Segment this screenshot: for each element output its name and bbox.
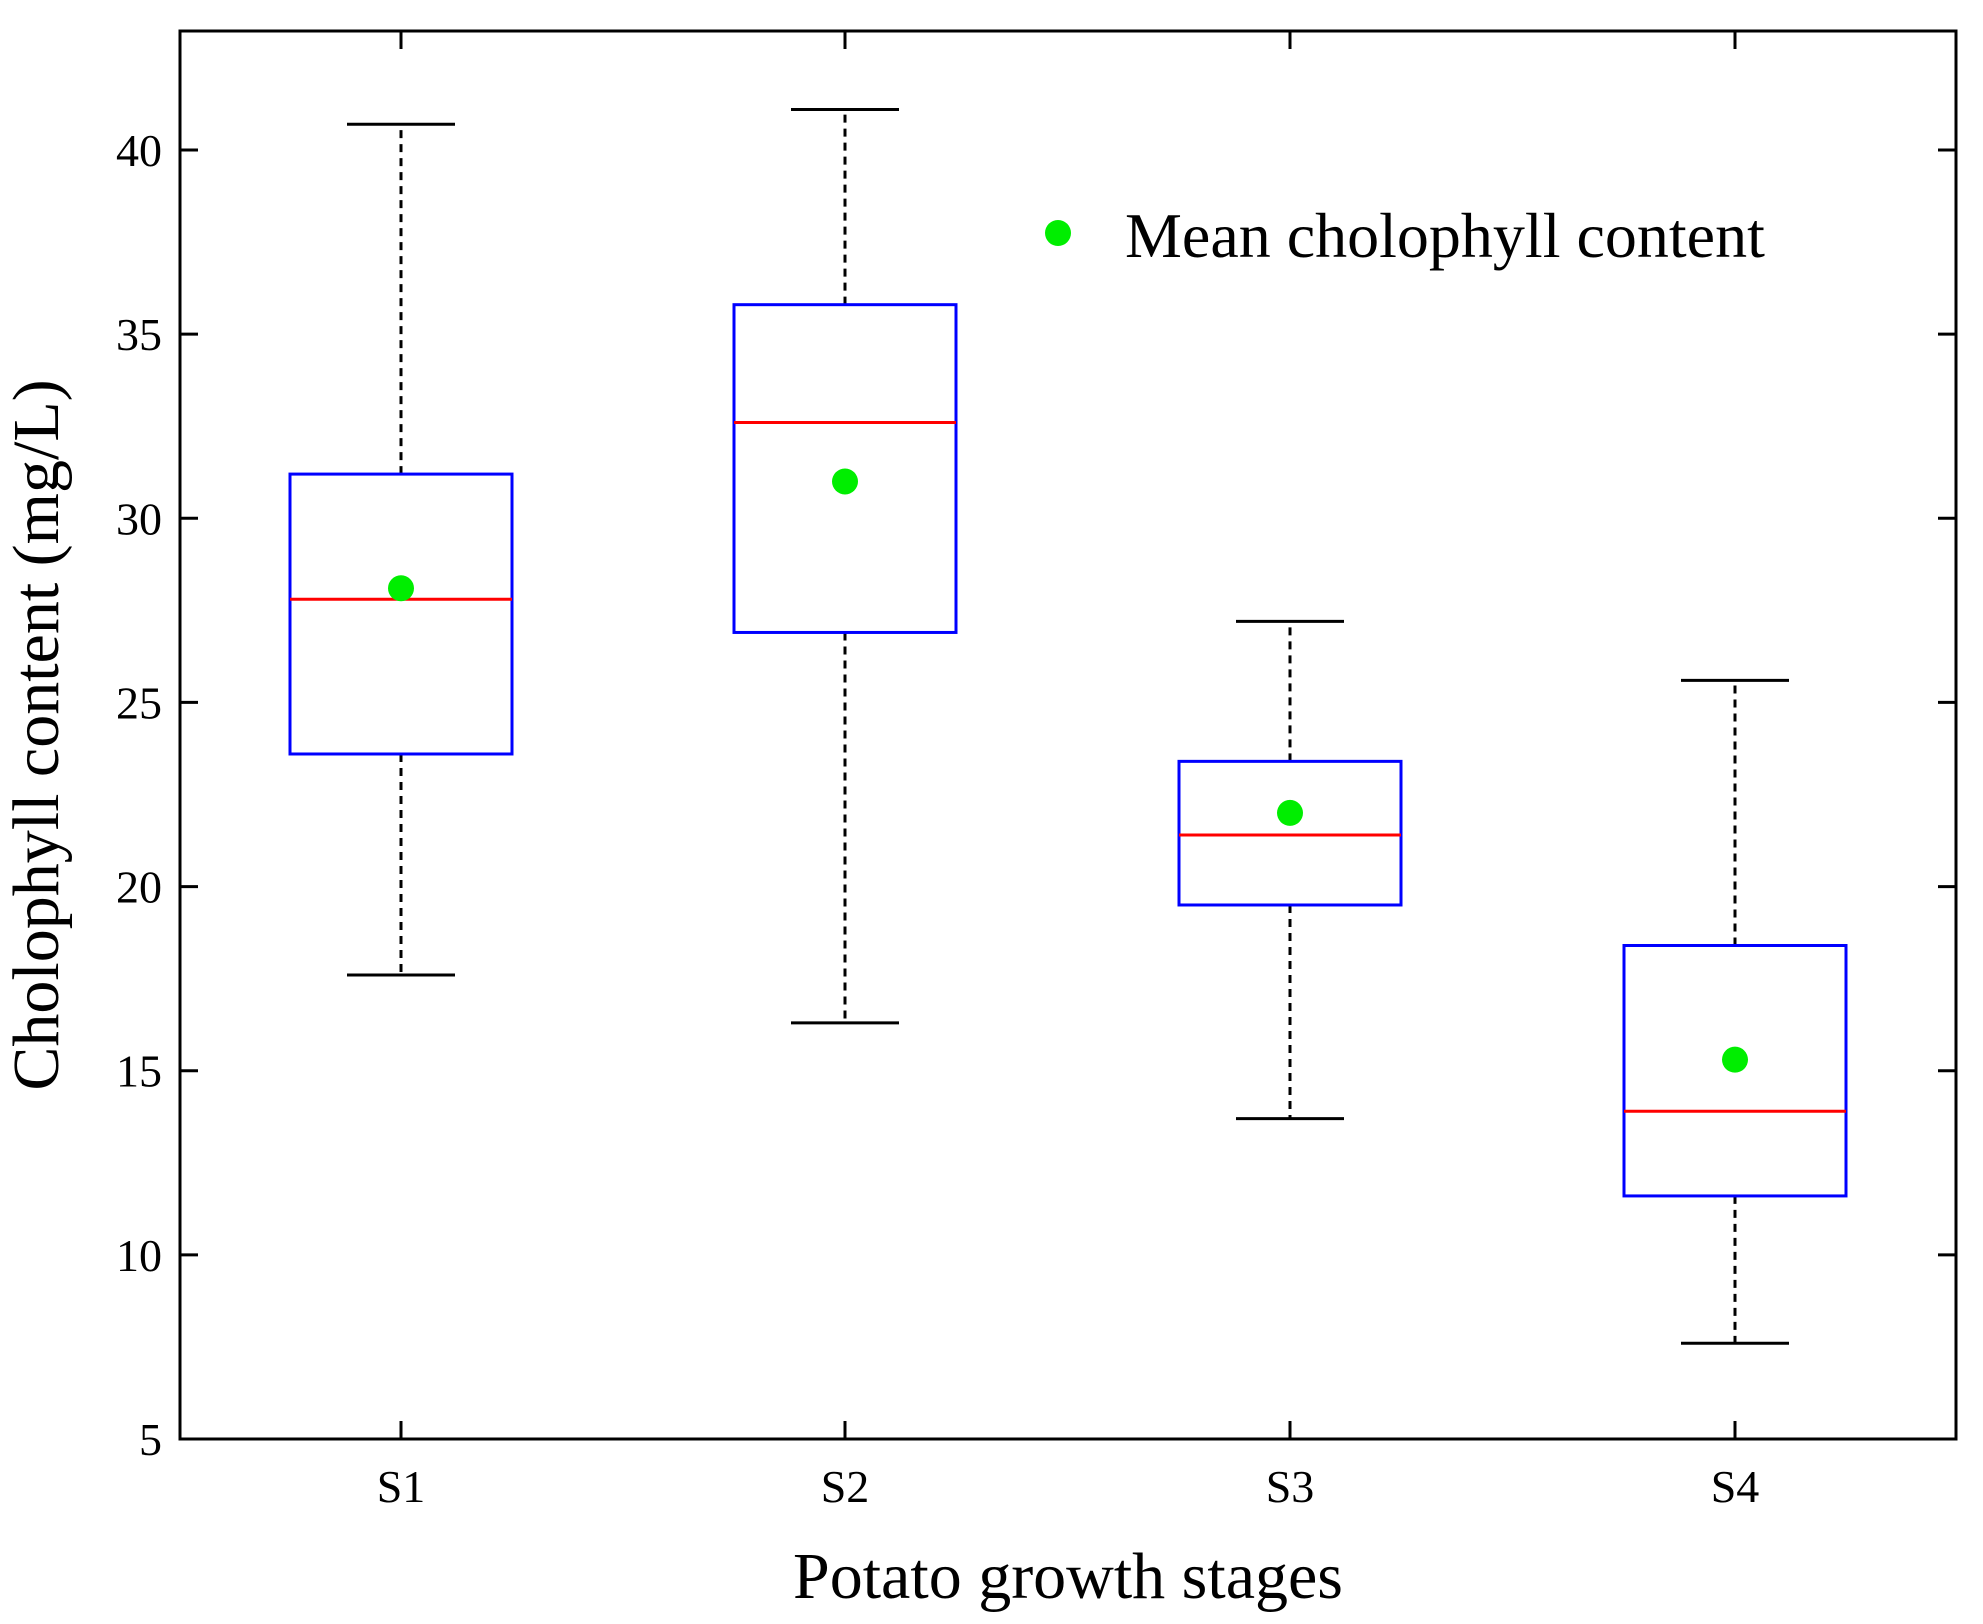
y-axis-title: Cholophyll content (mg/L) [0,379,73,1090]
y-tick-label: 30 [116,493,162,544]
mean-point [832,468,858,495]
iqr-box [288,472,514,756]
iqr-box [732,303,958,634]
y-axis-ticks: 5 10 15 20 25 30 35 40 [116,125,1956,1465]
y-tick-label: 25 [116,677,162,728]
x-tick-label-s1: S1 [377,1461,426,1512]
mean-point [1277,799,1303,826]
box-group-s2 [732,107,958,1025]
box-group-s4 [1622,678,1848,1345]
x-tick-label-s4: S4 [1711,1461,1760,1512]
x-axis-ticks: S1 S2 S3 S4 [377,31,1760,1512]
legend-label: Mean cholophyll content [1125,200,1765,271]
iqr-box [1622,943,1848,1198]
x-axis-title: Potato growth stages [793,1540,1343,1613]
y-tick-label: 35 [116,309,162,360]
plot-content [288,107,1848,1345]
y-tick-label: 5 [139,1414,162,1465]
y-tick-label: 10 [116,1230,162,1281]
y-tick-label: 20 [116,862,162,913]
box-group-s3 [1177,619,1403,1121]
y-tick-label: 40 [116,125,162,176]
box-group-s1 [288,122,514,977]
iqr-box [1177,759,1403,907]
legend: Mean cholophyll content [1045,200,1765,271]
legend-mean-marker [1045,220,1071,246]
x-tick-label-s2: S2 [821,1461,870,1512]
y-tick-label: 15 [116,1046,162,1097]
mean-point [388,575,414,602]
mean-point [1722,1046,1748,1073]
plot-frame [178,29,1958,1441]
x-tick-label-s3: S3 [1266,1461,1315,1512]
